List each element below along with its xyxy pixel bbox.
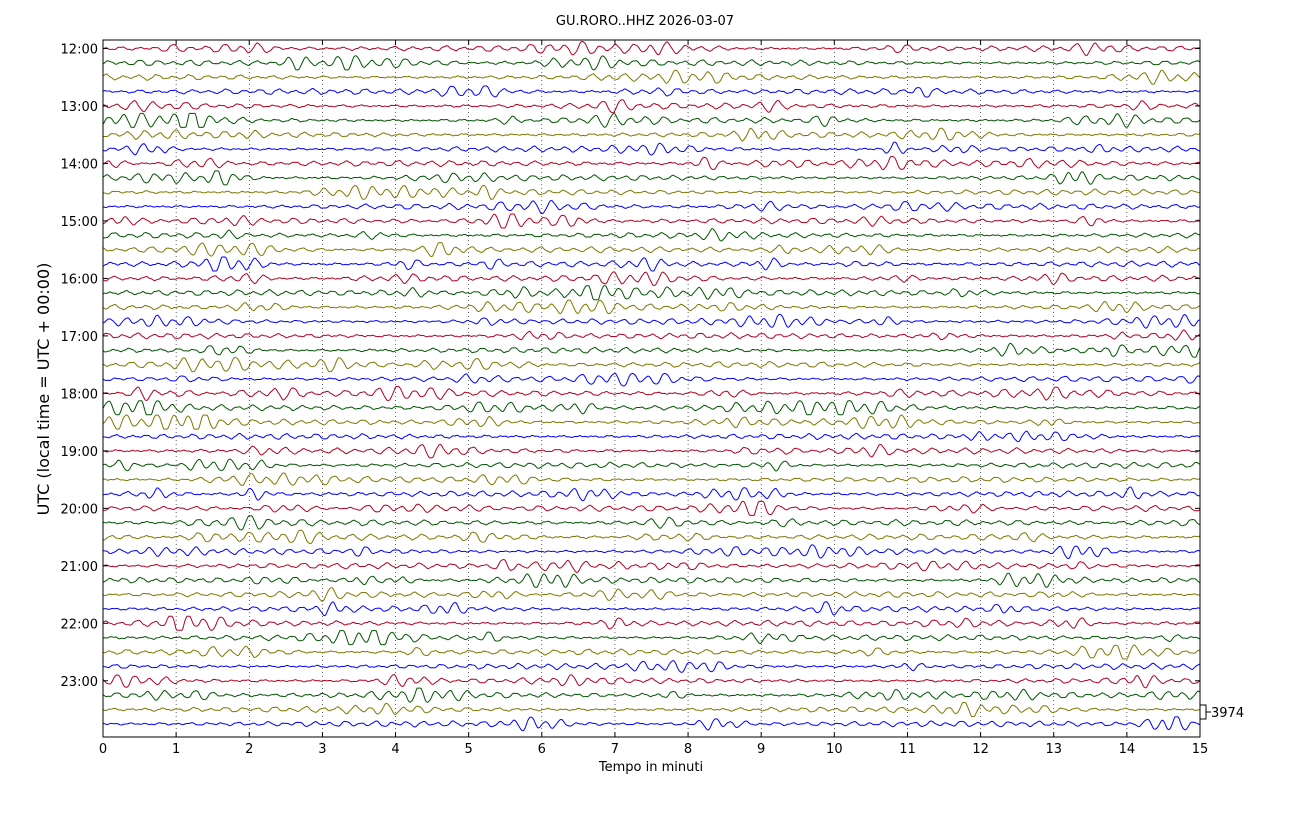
- seismic-trace: [102, 141, 1201, 156]
- y-tick-label: 23:00: [61, 675, 98, 690]
- x-tick-label: 4: [391, 742, 399, 757]
- x-tick-label: 10: [826, 742, 843, 757]
- seismic-trace: [102, 155, 1201, 171]
- seismic-trace: [102, 55, 1201, 71]
- x-axis-label: Tempo in minuti: [598, 760, 703, 775]
- x-tick-label: 0: [99, 742, 107, 757]
- y-tick-label: 15:00: [61, 215, 98, 230]
- seismic-trace: [102, 687, 1201, 703]
- seismic-trace: [102, 285, 1201, 301]
- seismic-trace: [102, 572, 1201, 588]
- seismic-trace: [102, 716, 1201, 732]
- seismic-trace: [102, 559, 1201, 574]
- seismic-trace: [102, 385, 1200, 401]
- y-tick-label: 14:00: [61, 157, 98, 172]
- x-tick-label: 7: [611, 742, 619, 757]
- y-axis-ticks: 12:00 13:00 14:00 15:00 16:00 17:00 18:00 19:00…: [61, 43, 1200, 690]
- x-tick-label: 6: [538, 742, 546, 757]
- seismic-trace: [103, 601, 1201, 617]
- seismic-trace: [102, 529, 1201, 545]
- seismic-trace: [102, 357, 1201, 373]
- seismic-trace: [102, 242, 1201, 258]
- seismic-trace: [102, 587, 1201, 602]
- seismic-trace: [102, 342, 1201, 358]
- seismic-trace: [102, 486, 1201, 502]
- x-tick-label: 1: [172, 742, 180, 757]
- seismic-trace: [102, 414, 1201, 430]
- seismic-trace: [102, 372, 1201, 387]
- y-tick-label: 16:00: [61, 272, 98, 287]
- y-axis-label: UTC (local time = UTC + 00:00): [34, 263, 53, 516]
- x-tick-label: 9: [757, 742, 765, 757]
- seismic-trace: [102, 443, 1201, 459]
- y-tick-label: 22:00: [61, 617, 98, 632]
- y-tick-label: 13:00: [61, 100, 98, 115]
- seismic-trace: [102, 112, 1201, 128]
- scale-bar: 3974: [1200, 704, 1244, 721]
- seismic-trace: [102, 199, 1201, 215]
- seismic-trace: [102, 271, 1201, 286]
- seismic-trace: [102, 99, 1201, 114]
- grid-lines: [175, 40, 1128, 737]
- seismic-trace: [102, 702, 1201, 718]
- x-tick-label: 13: [1045, 742, 1062, 757]
- seismic-trace: [102, 329, 1201, 341]
- x-tick-label: 12: [972, 742, 989, 757]
- seismic-trace: [102, 256, 1201, 272]
- chart-title: GU.RORO..HHZ 2026-03-07: [556, 14, 734, 29]
- y-tick-label: 19:00: [61, 445, 98, 460]
- seismic-trace: [102, 170, 1201, 186]
- y-tick-label: 18:00: [61, 387, 98, 402]
- x-tick-label: 11: [899, 742, 916, 757]
- seismic-trace: [102, 472, 1201, 487]
- seismic-trace: [102, 85, 1201, 98]
- x-tick-label: 5: [465, 742, 473, 757]
- y-tick-label: 21:00: [61, 560, 98, 575]
- y-tick-label: 17:00: [61, 330, 98, 345]
- seismic-trace: [102, 673, 1201, 689]
- seismic-trace: [102, 660, 1201, 673]
- seismic-trace: [102, 644, 1201, 660]
- x-axis-ticks: 0 1 2 3 4 5 6 7 8 9 10 11 12 13 14 15: [99, 40, 1208, 757]
- x-tick-label: 14: [1119, 742, 1136, 757]
- seismic-trace: [102, 515, 1201, 531]
- x-tick-label: 8: [684, 742, 692, 757]
- seismic-trace: [102, 615, 1201, 631]
- scale-label: 3974: [1211, 706, 1244, 721]
- y-tick-label: 12:00: [61, 43, 98, 58]
- seismic-trace: [102, 458, 1201, 472]
- y-tick-label: 20:00: [61, 502, 98, 517]
- seismic-trace: [102, 630, 1201, 646]
- seismic-trace: [102, 500, 1201, 516]
- x-tick-label: 15: [1192, 742, 1209, 757]
- seismic-trace: [102, 213, 1201, 229]
- seismic-trace: [102, 314, 1201, 329]
- seismic-trace: [102, 400, 1201, 416]
- x-tick-label: 2: [245, 742, 253, 757]
- seismic-trace: [102, 184, 1201, 200]
- seismic-trace: [102, 299, 1201, 315]
- seismic-trace: [102, 40, 1201, 57]
- seismic-trace: [102, 69, 1201, 85]
- seismic-trace: [102, 430, 1201, 443]
- seismic-trace: [102, 544, 1201, 559]
- seismic-trace: [102, 228, 1201, 242]
- seismic-traces: [102, 40, 1201, 732]
- x-tick-label: 3: [318, 742, 326, 757]
- plot-frame: [102, 39, 1201, 738]
- seismic-trace: [102, 127, 1201, 142]
